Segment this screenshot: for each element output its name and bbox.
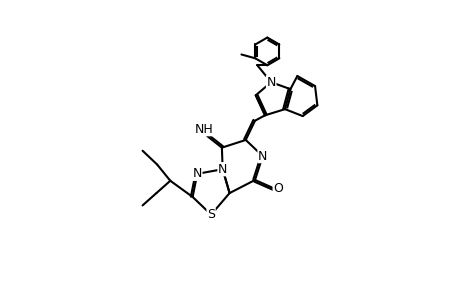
Text: N: N [257,150,267,163]
Text: N: N [266,76,275,89]
Text: N: N [218,163,227,176]
Text: N: N [192,167,202,180]
Text: O: O [273,182,282,195]
Text: NH: NH [194,123,213,136]
Text: S: S [207,208,215,221]
